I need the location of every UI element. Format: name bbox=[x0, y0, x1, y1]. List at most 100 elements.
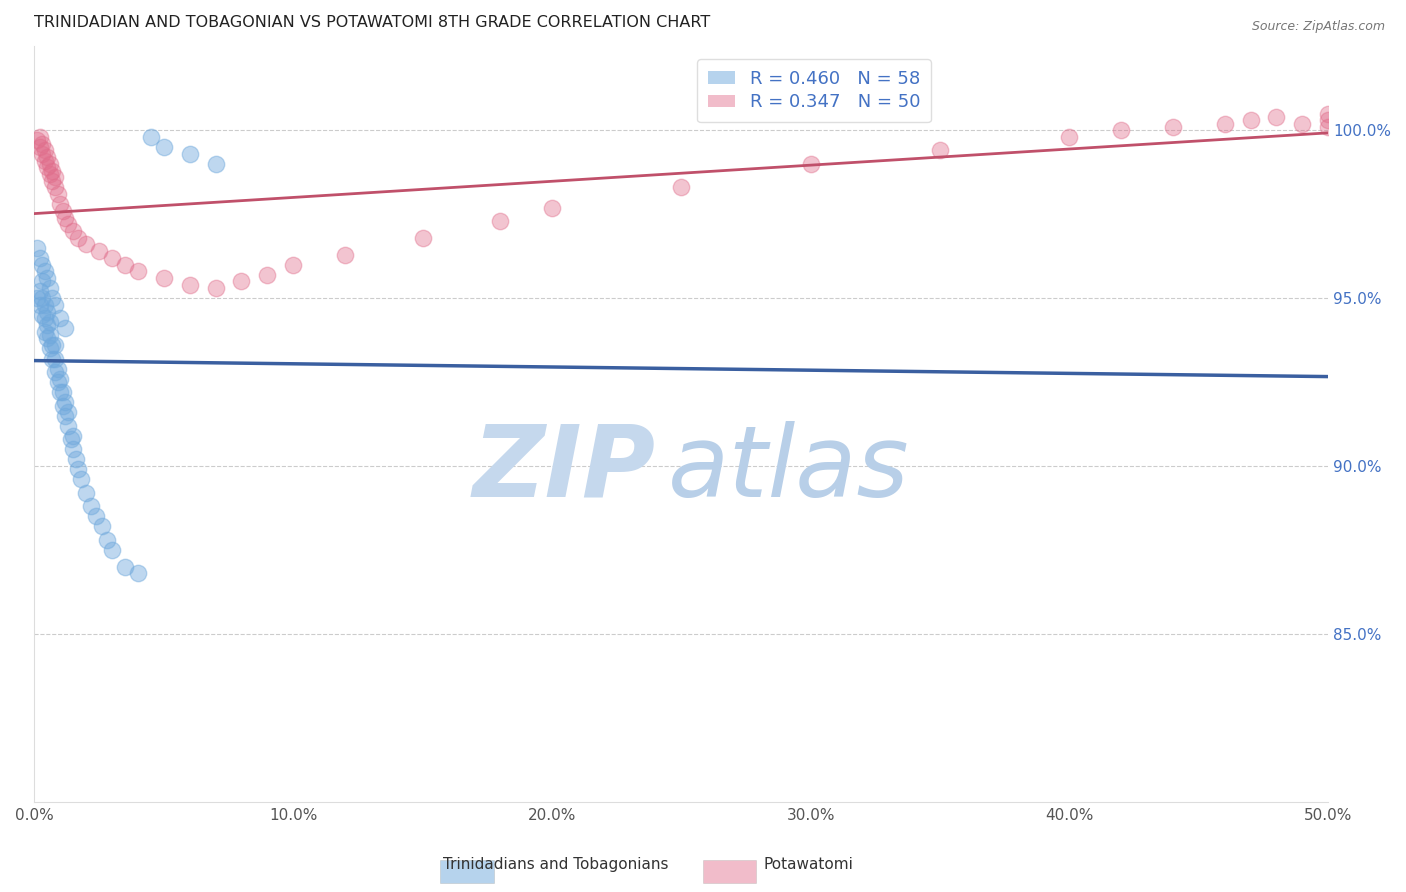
Point bbox=[31, 136, 53, 151]
Point bbox=[49, 385, 72, 400]
Point bbox=[55, 409, 77, 423]
Point bbox=[44, 365, 66, 379]
Point bbox=[31, 274, 53, 288]
Point bbox=[62, 224, 84, 238]
Point bbox=[34, 298, 56, 312]
Point bbox=[86, 509, 108, 524]
Text: ZIP: ZIP bbox=[472, 421, 655, 517]
Point bbox=[256, 268, 278, 282]
Point bbox=[31, 146, 53, 161]
Point bbox=[67, 231, 90, 245]
Point bbox=[1161, 120, 1184, 134]
Point bbox=[152, 271, 174, 285]
Point bbox=[1213, 117, 1236, 131]
Point bbox=[25, 241, 48, 255]
Point bbox=[62, 428, 84, 442]
Point bbox=[96, 533, 118, 547]
Point bbox=[25, 133, 48, 147]
Point bbox=[34, 311, 56, 326]
Text: atlas: atlas bbox=[668, 421, 910, 517]
Point bbox=[139, 130, 162, 145]
Point bbox=[800, 157, 823, 171]
Point bbox=[44, 180, 66, 194]
Legend: R = 0.460   N = 58, R = 0.347   N = 50: R = 0.460 N = 58, R = 0.347 N = 50 bbox=[697, 59, 931, 122]
Point bbox=[412, 231, 434, 245]
Point bbox=[49, 197, 72, 211]
Point bbox=[34, 153, 56, 168]
Point bbox=[41, 174, 63, 188]
Point bbox=[28, 140, 51, 154]
Point bbox=[28, 251, 51, 265]
Point bbox=[44, 338, 66, 352]
Point bbox=[87, 244, 110, 259]
Point bbox=[101, 251, 124, 265]
Point bbox=[37, 271, 59, 285]
Point bbox=[101, 542, 124, 557]
Point bbox=[37, 318, 59, 332]
Point bbox=[67, 462, 90, 476]
Point bbox=[34, 325, 56, 339]
Point bbox=[127, 264, 149, 278]
Point bbox=[541, 201, 564, 215]
Point bbox=[152, 140, 174, 154]
Text: Source: ZipAtlas.com: Source: ZipAtlas.com bbox=[1251, 20, 1385, 33]
Point bbox=[204, 281, 226, 295]
Point bbox=[1059, 130, 1081, 145]
Point bbox=[38, 167, 60, 181]
Point bbox=[44, 170, 66, 185]
Point bbox=[34, 264, 56, 278]
Point bbox=[44, 351, 66, 366]
Point bbox=[28, 298, 51, 312]
Point bbox=[28, 130, 51, 145]
Point bbox=[46, 187, 69, 202]
Point bbox=[56, 418, 79, 433]
Point bbox=[52, 399, 75, 413]
Point bbox=[38, 328, 60, 343]
Point bbox=[38, 315, 60, 329]
Point bbox=[70, 472, 93, 486]
Point bbox=[41, 351, 63, 366]
Point bbox=[80, 500, 103, 514]
Point bbox=[37, 161, 59, 175]
Point bbox=[46, 361, 69, 376]
Point bbox=[1239, 113, 1261, 128]
Point bbox=[62, 442, 84, 457]
Point bbox=[41, 163, 63, 178]
Point bbox=[44, 298, 66, 312]
Point bbox=[56, 405, 79, 419]
Point bbox=[127, 566, 149, 581]
Point bbox=[179, 277, 201, 292]
Text: TRINIDADIAN AND TOBAGONIAN VS POTAWATOMI 8TH GRADE CORRELATION CHART: TRINIDADIAN AND TOBAGONIAN VS POTAWATOMI… bbox=[34, 15, 710, 30]
Point bbox=[59, 432, 82, 446]
Text: Potawatomi: Potawatomi bbox=[763, 857, 853, 872]
Point bbox=[75, 237, 97, 252]
Point bbox=[1265, 110, 1288, 124]
Point bbox=[49, 311, 72, 326]
Point bbox=[37, 304, 59, 318]
Point bbox=[1317, 106, 1340, 120]
Point bbox=[37, 150, 59, 164]
Point bbox=[56, 217, 79, 231]
Point bbox=[75, 485, 97, 500]
Point bbox=[90, 519, 112, 533]
Point bbox=[671, 180, 693, 194]
Point bbox=[231, 274, 253, 288]
Point bbox=[37, 331, 59, 345]
Point bbox=[31, 258, 53, 272]
Point bbox=[38, 157, 60, 171]
Point bbox=[114, 559, 136, 574]
Point bbox=[55, 211, 77, 225]
Point bbox=[489, 214, 512, 228]
Point bbox=[55, 321, 77, 335]
Point bbox=[38, 281, 60, 295]
Point bbox=[333, 247, 356, 261]
Text: Trinidadians and Tobagonians: Trinidadians and Tobagonians bbox=[443, 857, 668, 872]
Point bbox=[1317, 113, 1340, 128]
Point bbox=[34, 144, 56, 158]
Point bbox=[204, 157, 226, 171]
Point bbox=[55, 395, 77, 409]
Point bbox=[1109, 123, 1132, 137]
Point bbox=[25, 291, 48, 305]
Point bbox=[28, 285, 51, 299]
Point bbox=[38, 342, 60, 356]
